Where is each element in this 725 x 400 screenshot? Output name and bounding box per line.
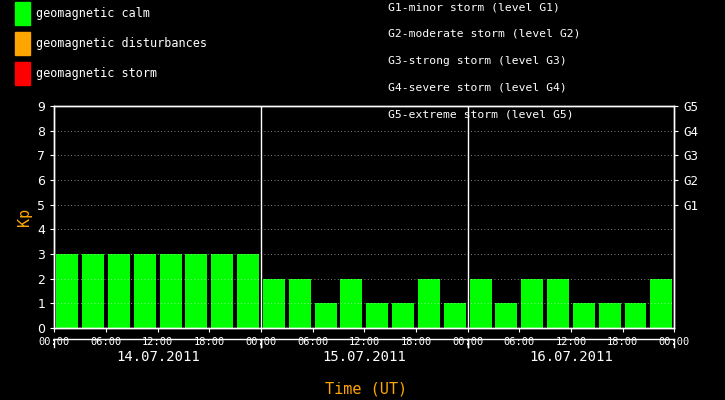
Text: 14.07.2011: 14.07.2011 — [116, 350, 199, 364]
Bar — [418, 279, 440, 328]
Bar — [160, 254, 181, 328]
Text: G3-strong storm (level G3): G3-strong storm (level G3) — [388, 56, 567, 66]
Bar — [470, 279, 492, 328]
Bar — [547, 279, 569, 328]
Bar — [624, 303, 647, 328]
Bar — [82, 254, 104, 328]
Bar — [57, 254, 78, 328]
Text: geomagnetic calm: geomagnetic calm — [36, 7, 150, 20]
Text: geomagnetic storm: geomagnetic storm — [36, 67, 157, 80]
Bar — [650, 279, 672, 328]
Text: Time (UT): Time (UT) — [325, 381, 407, 396]
Bar — [444, 303, 465, 328]
Bar — [108, 254, 130, 328]
Text: geomagnetic disturbances: geomagnetic disturbances — [36, 37, 207, 50]
Text: G4-severe storm (level G4): G4-severe storm (level G4) — [388, 82, 567, 92]
Bar — [495, 303, 518, 328]
Y-axis label: Kp: Kp — [17, 208, 32, 226]
Bar — [186, 254, 207, 328]
Bar — [289, 279, 311, 328]
Text: G1-minor storm (level G1): G1-minor storm (level G1) — [388, 2, 560, 12]
Bar — [392, 303, 414, 328]
Text: G5-extreme storm (level G5): G5-extreme storm (level G5) — [388, 109, 573, 119]
Text: 15.07.2011: 15.07.2011 — [323, 350, 406, 364]
Text: 16.07.2011: 16.07.2011 — [529, 350, 613, 364]
Bar — [521, 279, 543, 328]
Bar — [599, 303, 621, 328]
Bar — [315, 303, 336, 328]
Bar — [263, 279, 285, 328]
Bar — [341, 279, 362, 328]
Bar — [134, 254, 156, 328]
Text: G2-moderate storm (level G2): G2-moderate storm (level G2) — [388, 29, 581, 39]
Bar — [573, 303, 594, 328]
Bar — [237, 254, 259, 328]
Bar — [211, 254, 233, 328]
Bar — [366, 303, 388, 328]
